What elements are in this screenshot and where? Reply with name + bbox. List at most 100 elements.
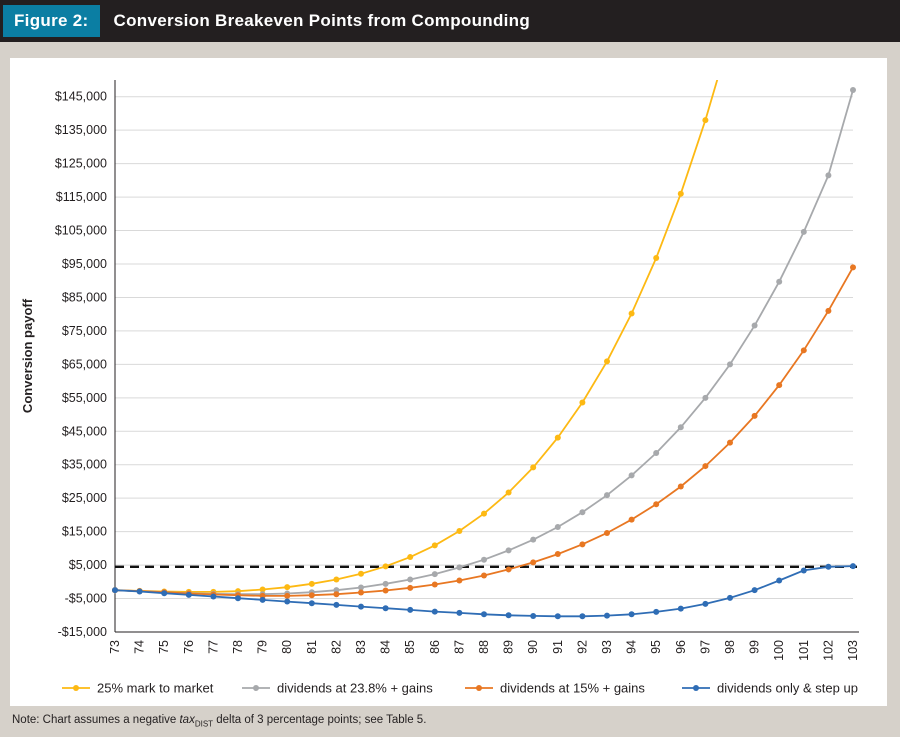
data-point [382,587,389,594]
series-line [114,89,854,596]
data-point [481,556,487,563]
data-point [653,501,660,508]
x-tick-label: 97 [698,640,712,654]
data-point [210,593,217,600]
figure-header: Figure 2: Conversion Breakeven Points fr… [0,0,900,42]
data-point [259,586,266,593]
data-point [604,358,610,365]
data-point [653,254,660,261]
x-tick-label: 93 [600,640,614,654]
data-point [505,566,512,573]
x-tick-label: 98 [723,640,737,654]
data-point [628,310,635,317]
data-point [431,542,438,549]
data-point [776,278,783,285]
x-tick-label: 82 [329,640,343,654]
chart-panel: -$15,000 -$5,000 $5,000 $15,000 $25,000 $35,0… [10,58,887,706]
data-point [481,611,487,618]
data-point [407,584,414,591]
chart-note: Note: Chart assumes a negative taxDIST d… [12,714,426,728]
data-point [333,591,340,598]
note-prefix: Note: Chart assumes a negative [12,714,180,726]
data-point [554,434,561,441]
data-point [776,577,783,584]
data-point [235,595,241,602]
data-point [308,600,315,607]
data-point [407,576,414,583]
data-point [776,382,783,389]
x-tick-label: 84 [379,640,393,654]
x-tick-label: 80 [280,640,294,654]
x-tick-label: 91 [551,640,565,654]
data-point [185,591,192,598]
x-tick-label: 88 [477,640,491,654]
data-point [677,483,684,490]
data-point [333,576,340,583]
x-tick-label: 100 [772,640,786,661]
data-point [136,588,143,595]
legend-label: dividends only & step up [717,681,858,696]
data-point [850,87,856,94]
y-tick-label: -$5,000 [65,592,107,606]
y-tick-label: $85,000 [62,290,107,304]
data-point [530,536,537,543]
data-point [407,606,414,613]
data-point [530,464,537,471]
data-point [702,600,709,607]
data-point [579,509,586,516]
series-group [112,80,856,620]
x-tick-label: 96 [674,640,688,654]
data-point [628,516,635,523]
y-axis-title: Conversion payoff [20,298,35,413]
y-tick-label: $55,000 [62,391,107,405]
y-tick-label: $135,000 [55,123,107,137]
data-point [727,361,733,368]
y-tick-label: $75,000 [62,324,107,338]
x-tick-label: 103 [846,640,860,661]
data-point [800,567,807,574]
data-point [653,450,660,457]
data-point [825,172,832,179]
note-suffix: delta of 3 percentage points; see Table … [213,714,427,726]
y-tick-label: $115,000 [56,190,107,204]
data-point [604,612,610,619]
data-point [751,322,758,329]
data-point [677,190,684,197]
data-point [604,492,610,499]
data-point [751,412,758,419]
data-point [653,608,660,615]
x-tick-label: 92 [575,640,589,654]
data-point [358,584,364,591]
x-tick-label: 75 [157,640,171,654]
data-point [284,598,291,605]
data-point [481,572,487,579]
data-point [677,605,684,612]
x-tick-label: 83 [354,640,368,654]
x-tick-label: 94 [625,640,639,654]
y-tick-label: $45,000 [62,424,107,438]
data-point [505,547,512,554]
data-point [554,613,561,620]
data-point [800,347,807,354]
y-tick-label: $125,000 [55,157,107,171]
x-tick-label: 95 [649,640,663,654]
y-tick-label: $25,000 [62,491,107,505]
data-point [112,587,118,594]
data-point [481,510,487,517]
x-tick-label: 77 [206,640,220,654]
data-point [850,563,856,570]
y-tick-label: $5,000 [69,558,107,572]
y-tick-label: $95,000 [62,257,107,271]
data-point [456,609,463,616]
data-point [579,613,586,620]
note-tax-term: tax [179,714,195,726]
data-point [825,563,832,570]
data-point [677,424,684,431]
data-point [530,612,537,619]
x-tick-label: 74 [133,640,147,654]
x-tick-label: 102 [821,640,835,661]
series-line [114,80,719,593]
data-point [604,529,610,536]
data-point [505,489,512,496]
figure-label: Figure 2: [3,5,100,37]
